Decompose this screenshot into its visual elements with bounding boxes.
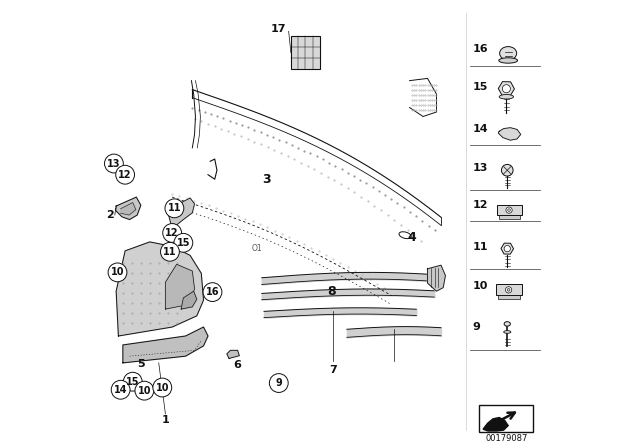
Text: 9: 9 <box>472 322 480 332</box>
Circle shape <box>163 224 182 242</box>
Text: 15: 15 <box>177 238 190 248</box>
Polygon shape <box>165 264 195 309</box>
Text: 2: 2 <box>106 210 114 220</box>
FancyBboxPatch shape <box>495 284 522 295</box>
Text: 10: 10 <box>472 281 488 291</box>
Circle shape <box>153 378 172 397</box>
Circle shape <box>508 289 510 291</box>
Text: 11: 11 <box>168 203 181 213</box>
Circle shape <box>502 164 513 176</box>
Circle shape <box>165 199 184 218</box>
Circle shape <box>508 209 511 211</box>
Circle shape <box>135 381 154 400</box>
Circle shape <box>104 154 124 173</box>
FancyBboxPatch shape <box>498 294 520 299</box>
Polygon shape <box>116 197 141 220</box>
Text: 3: 3 <box>262 172 271 186</box>
Polygon shape <box>168 198 195 228</box>
Polygon shape <box>120 202 136 215</box>
Text: 16: 16 <box>205 287 220 297</box>
Circle shape <box>506 207 512 213</box>
Circle shape <box>116 165 134 184</box>
Circle shape <box>108 263 127 282</box>
Polygon shape <box>428 265 445 291</box>
Ellipse shape <box>500 47 516 60</box>
Text: 17: 17 <box>271 24 287 34</box>
Text: 15: 15 <box>126 377 140 387</box>
Ellipse shape <box>499 95 513 99</box>
Text: 15: 15 <box>472 82 488 91</box>
Ellipse shape <box>399 232 412 239</box>
Text: 12: 12 <box>165 228 179 238</box>
Circle shape <box>111 380 130 399</box>
Text: 6: 6 <box>234 360 241 370</box>
FancyBboxPatch shape <box>479 405 533 432</box>
Text: 9: 9 <box>275 378 282 388</box>
Text: 5: 5 <box>138 359 145 369</box>
FancyBboxPatch shape <box>291 36 320 69</box>
Text: 12: 12 <box>118 170 132 180</box>
Text: 14: 14 <box>114 385 127 395</box>
Ellipse shape <box>504 322 511 326</box>
Ellipse shape <box>499 58 518 63</box>
Circle shape <box>502 85 510 93</box>
Text: 11: 11 <box>163 247 177 257</box>
Circle shape <box>269 374 288 392</box>
Circle shape <box>174 233 193 252</box>
FancyBboxPatch shape <box>499 215 520 219</box>
Text: 1: 1 <box>161 415 170 425</box>
Circle shape <box>161 242 179 261</box>
Text: 4: 4 <box>408 231 416 244</box>
Polygon shape <box>116 242 204 336</box>
Circle shape <box>124 372 142 391</box>
Circle shape <box>506 287 512 293</box>
Text: 00179087: 00179087 <box>485 434 527 443</box>
Circle shape <box>504 246 511 252</box>
Text: 13: 13 <box>107 159 121 168</box>
Text: 10: 10 <box>138 386 151 396</box>
Ellipse shape <box>504 331 511 333</box>
Text: 16: 16 <box>472 43 488 53</box>
Text: 12: 12 <box>472 200 488 210</box>
Text: 10: 10 <box>156 383 169 392</box>
Text: 11: 11 <box>472 241 488 251</box>
Polygon shape <box>483 418 508 431</box>
Text: 8: 8 <box>327 284 335 298</box>
Text: 10: 10 <box>111 267 124 277</box>
Text: 7: 7 <box>330 365 337 375</box>
Polygon shape <box>499 128 521 140</box>
FancyBboxPatch shape <box>497 205 522 215</box>
Text: O1: O1 <box>252 244 262 253</box>
Polygon shape <box>227 350 239 358</box>
Text: 13: 13 <box>472 163 488 173</box>
Polygon shape <box>181 291 196 309</box>
Circle shape <box>203 283 222 302</box>
Text: 14: 14 <box>472 124 488 134</box>
Polygon shape <box>123 327 208 363</box>
